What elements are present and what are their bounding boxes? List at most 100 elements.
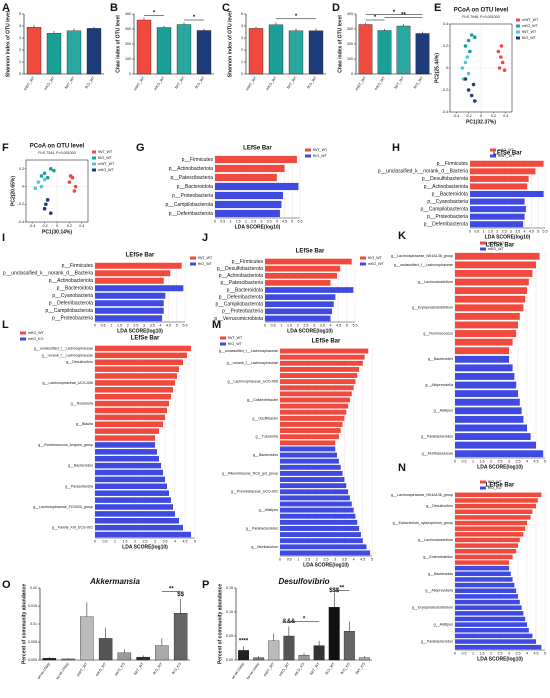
chart-subtitle: R=0.7946, P=0.001000 <box>462 15 499 19</box>
category-label: g__Alloprevotella <box>425 589 453 593</box>
x-tick-label: 1 <box>114 539 116 543</box>
bar <box>265 265 341 272</box>
bar <box>95 531 191 538</box>
bar <box>455 492 542 498</box>
x-tick-label: mKO_WT <box>153 75 166 91</box>
x-tick-label: fKO_WT <box>152 661 164 675</box>
x-tick-label: 0 <box>94 539 96 543</box>
x-tick-label: 4.5 <box>282 219 287 223</box>
point <box>49 211 53 215</box>
x-tick-label: mKO_WT <box>265 75 278 91</box>
y-tick-label: 300 <box>125 27 131 31</box>
category-label: p__Cyanobacteria <box>52 293 93 299</box>
point <box>502 68 507 72</box>
bar <box>95 483 167 490</box>
x-tick-label: mKO_KO <box>293 662 305 677</box>
x-tick-label: 3 <box>508 459 510 463</box>
point <box>67 180 72 184</box>
category-label: p__Proteobacteria <box>52 316 93 322</box>
bar <box>455 441 536 449</box>
bar <box>215 200 282 209</box>
x-tick-label: 5.5 <box>353 323 358 327</box>
x-tick-label: mWT_WT <box>23 75 36 91</box>
x-tick-label: mKO_WT <box>43 75 56 91</box>
x-tick-label: 5 <box>291 219 293 223</box>
bar <box>95 442 155 448</box>
point <box>36 180 41 184</box>
y-tick-label: -0.2 <box>442 88 448 92</box>
x-tick-label: 2.5 <box>324 557 329 561</box>
significance-label: ** <box>169 587 174 593</box>
category-label: g__Muribaculum <box>251 545 278 549</box>
category-label: g__Ruminococcus <box>423 331 453 335</box>
category-label: g__Tuzzerella <box>256 435 278 439</box>
category-label: g__Parabacteroides <box>246 526 278 530</box>
bar <box>455 582 515 588</box>
bar <box>26 27 42 75</box>
legend-swatch <box>20 337 26 341</box>
x-tick-label: 4 <box>174 539 176 543</box>
bar <box>470 160 544 167</box>
y-tick-label: 3 <box>241 36 243 40</box>
category-label: g__Lachnospiraceae_UCG-006 <box>42 381 93 385</box>
bar <box>455 415 524 423</box>
point <box>52 168 56 173</box>
x-tick-label: 1.5 <box>480 651 485 655</box>
category-label: g__Erysipelatoclostridium <box>412 606 453 610</box>
bar <box>98 638 113 661</box>
x-axis-label: LDA SCORE(log10) <box>122 544 168 550</box>
bar <box>280 385 354 391</box>
legend-swatch <box>516 24 520 28</box>
x-tick-label: 3.5 <box>516 651 521 655</box>
x-tick-label: 1 <box>110 323 112 327</box>
bar <box>455 424 527 432</box>
bar <box>377 30 392 75</box>
y-tick-label: 1 <box>19 60 21 64</box>
bar <box>470 198 525 205</box>
bar <box>455 554 513 560</box>
x-tick-label: 3 <box>260 219 262 223</box>
bar <box>265 308 333 315</box>
bar <box>359 657 370 661</box>
x-tick-label: fWT_WT <box>64 75 76 90</box>
bar <box>455 407 522 415</box>
bar <box>95 393 171 400</box>
bar <box>215 173 277 182</box>
bar <box>280 366 360 372</box>
bar <box>358 24 373 75</box>
bar <box>470 221 524 228</box>
point <box>33 186 38 191</box>
x-tick-label: 1.5 <box>488 229 493 233</box>
bar <box>455 520 527 526</box>
category-label: g__Alloprevotella <box>425 383 453 387</box>
bar <box>283 635 295 661</box>
panel-letter: K <box>398 230 406 242</box>
category-label: p__Cyanobacteria <box>427 199 468 205</box>
category-label: g__Lachnoclostridium <box>418 538 453 542</box>
x-tick-label: 2 <box>297 323 299 327</box>
legend-swatch <box>480 486 486 490</box>
x-tick-label: 4 <box>353 557 355 561</box>
category-label: g__Alistipes <box>434 409 454 413</box>
category-label: g__Blautia <box>76 422 93 426</box>
chart-subtitle: R=0.7344, P=0.001000 <box>38 151 75 155</box>
bar <box>95 435 155 441</box>
bar <box>280 379 356 385</box>
category-label: p__Proteobacteria <box>427 214 468 220</box>
legend-label: fKO_WT <box>368 256 383 260</box>
bar <box>268 24 284 75</box>
y-axis-label: Chao index of OTU level <box>337 15 343 73</box>
point <box>500 60 505 65</box>
point <box>499 55 503 59</box>
x-tick-label: fKO_WT <box>413 75 425 89</box>
bar <box>280 354 365 360</box>
x-tick-label: 3 <box>510 229 512 233</box>
y-tick-label: 0 <box>129 72 131 76</box>
chart-title: PCoA on OTU level <box>30 144 85 150</box>
legend-swatch <box>360 262 366 266</box>
category-label: g__Parasutterella <box>65 484 93 488</box>
legend-swatch <box>92 168 96 172</box>
x-tick-label: fWT_WT <box>286 75 298 90</box>
category-label: g__norank_f__Lachnospiraceae <box>42 353 93 357</box>
legend-swatch <box>360 256 366 260</box>
